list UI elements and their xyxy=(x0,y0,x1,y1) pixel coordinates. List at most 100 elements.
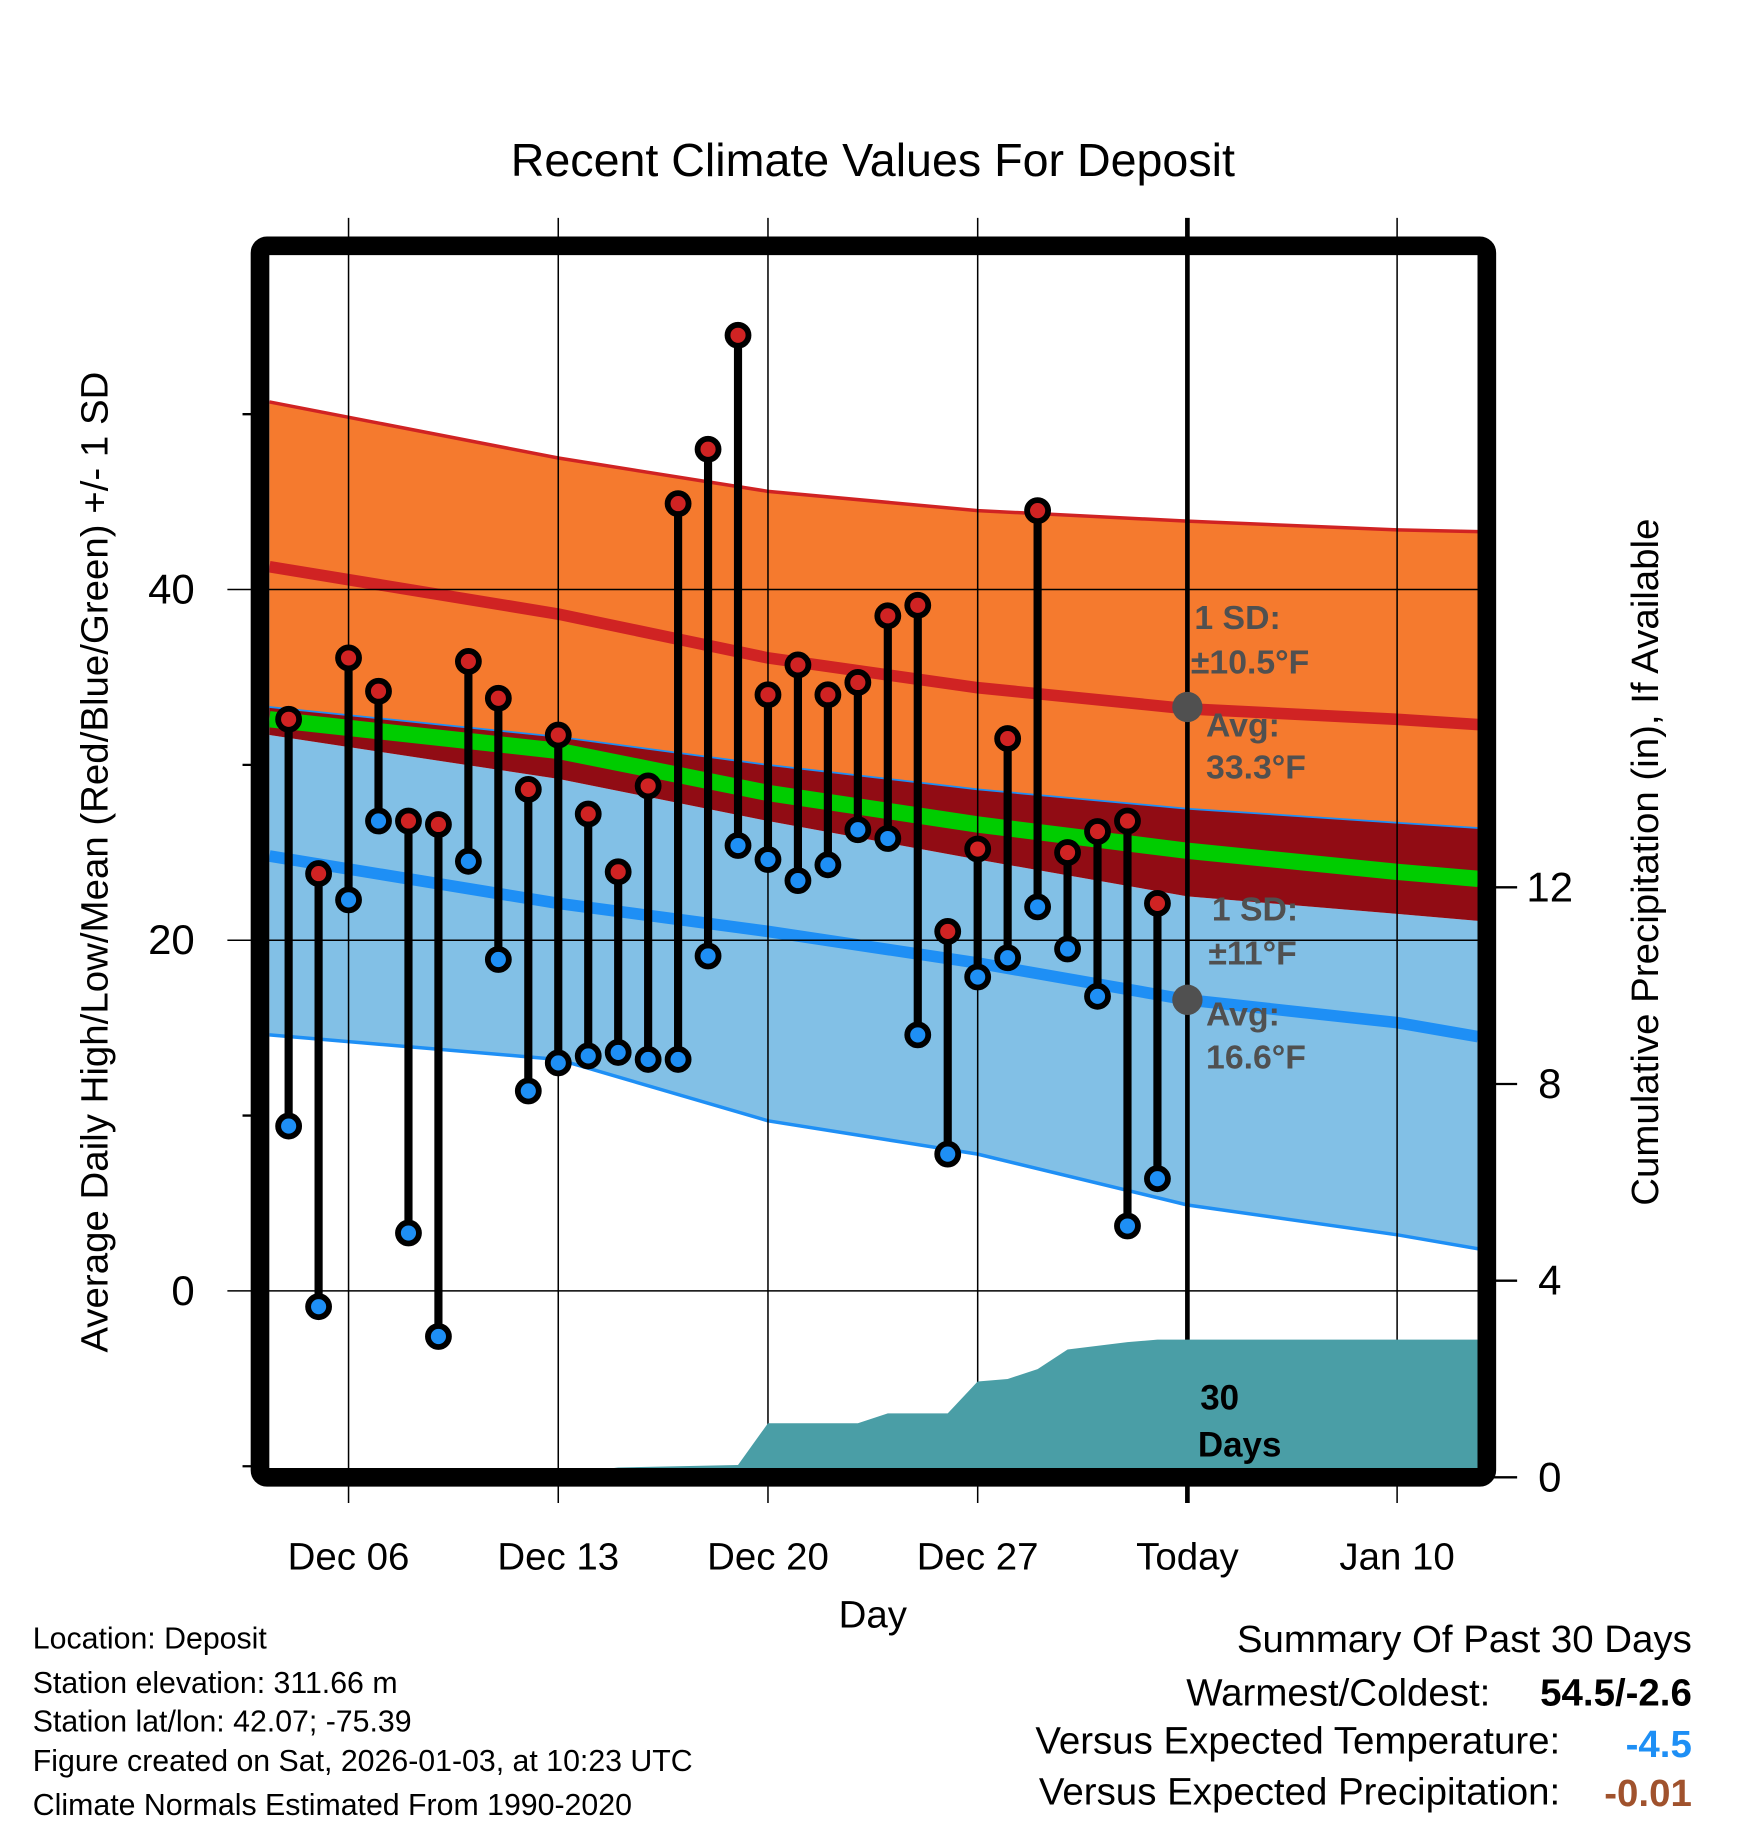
low-point xyxy=(365,807,392,835)
low-point xyxy=(425,1323,452,1350)
high-sd-band xyxy=(269,401,1478,828)
low-point xyxy=(484,946,512,973)
high-point xyxy=(724,321,752,349)
low-point xyxy=(544,1049,572,1077)
low-point xyxy=(454,847,482,875)
low-point xyxy=(335,886,362,914)
x-tick-label: Dec 06 xyxy=(288,1535,410,1578)
footer-latlon: Station lat/lon: 42.07; -75.39 xyxy=(33,1705,412,1738)
high-point xyxy=(1024,497,1052,525)
high-point xyxy=(844,669,872,696)
high-point xyxy=(1054,839,1081,866)
low-point xyxy=(994,944,1022,972)
summary-box: Summary Of Past 30 Days Warmest/Coldest:… xyxy=(1035,1618,1692,1815)
high-point xyxy=(484,684,512,712)
y-tick-label: 40 xyxy=(148,566,195,613)
low-point xyxy=(1024,893,1052,921)
svg-text:Avg: 16.6°F: Avg: 16.6°F xyxy=(1206,995,1306,1076)
days-window-number: 30 xyxy=(1200,1379,1239,1418)
low-point xyxy=(724,832,752,859)
high-sd-value: ±10.5°F xyxy=(1191,643,1309,681)
low-avg-label: Avg: xyxy=(1206,995,1280,1033)
high-point xyxy=(904,591,932,619)
summary-warm-cold-value: 54.5/-2.6 xyxy=(1540,1672,1692,1715)
high-point xyxy=(544,721,572,749)
y2-tick-label: 12 xyxy=(1526,863,1573,910)
low-point xyxy=(634,1046,662,1073)
x-tick-label: Today xyxy=(1136,1535,1239,1578)
low-point xyxy=(754,846,782,873)
low-sd-label: 1 SD: xyxy=(1212,890,1298,928)
high-point xyxy=(634,772,662,800)
high-point xyxy=(664,490,692,518)
y2-axis-label: Cumulative Precipitation (in), If Availa… xyxy=(1624,519,1667,1206)
low-point xyxy=(1114,1212,1141,1240)
high-point xyxy=(305,860,332,887)
summary-temp-label: Versus Expected Temperature: xyxy=(1035,1719,1560,1762)
precip-fill xyxy=(614,1339,1478,1468)
high-point xyxy=(784,651,812,679)
annotations: 1 SD: ±10.5°F Avg: 33.3°F 1 SD: ±11°F Av… xyxy=(1172,599,1309,1464)
low-point xyxy=(574,1042,602,1070)
low-point xyxy=(844,816,872,844)
footer-location: Location: Deposit xyxy=(33,1623,268,1656)
summary-precip-value: -0.01 xyxy=(1604,1772,1692,1815)
y-tick-label: 0 xyxy=(171,1267,194,1314)
low-sd-band xyxy=(269,735,1478,1249)
y2-tick-label: 8 xyxy=(1538,1060,1561,1107)
high-point xyxy=(454,648,482,675)
observed-temps xyxy=(275,321,1171,1350)
low-point xyxy=(604,1039,632,1066)
summary-warm-cold-label: Warmest/Coldest: xyxy=(1186,1672,1490,1715)
low-point xyxy=(395,1219,422,1247)
high-point xyxy=(365,677,392,705)
x-tick-label: Jan 10 xyxy=(1339,1535,1454,1578)
svg-text:1 SD: ±10.5°F: 1 SD: ±10.5°F xyxy=(1191,599,1309,681)
high-point xyxy=(335,644,362,672)
low-point xyxy=(814,851,842,879)
x-tick-label: Dec 13 xyxy=(497,1535,619,1578)
low-point xyxy=(514,1077,542,1105)
high-avg-value: 33.3°F xyxy=(1206,748,1306,786)
svg-text:Avg: 33.3°F: Avg: 33.3°F xyxy=(1206,706,1306,786)
high-point xyxy=(874,602,902,630)
low-point xyxy=(1084,982,1111,1010)
footer-created: Figure created on Sat, 2026-01-03, at 10… xyxy=(33,1745,693,1778)
low-point xyxy=(664,1046,692,1073)
high-avg-label: Avg: xyxy=(1206,706,1280,744)
low-point xyxy=(904,1021,932,1049)
y-axis-label: Average Daily High/Low/Mean (Red/Blue/Gr… xyxy=(73,372,116,1353)
x-tick-label: Dec 20 xyxy=(707,1535,829,1578)
low-point xyxy=(784,867,812,894)
high-point xyxy=(275,705,303,733)
high-sd-label: 1 SD: xyxy=(1194,599,1280,637)
high-point xyxy=(994,725,1022,752)
summary-precip-label: Versus Expected Precipitation: xyxy=(1039,1771,1560,1814)
low-point xyxy=(1054,935,1081,963)
summary-title: Summary Of Past 30 Days xyxy=(1237,1618,1692,1661)
low-point xyxy=(1144,1165,1171,1193)
low-point xyxy=(694,942,722,970)
svg-text:1 SD: ±11°F: 1 SD: ±11°F xyxy=(1208,890,1307,972)
low-point xyxy=(305,1293,332,1321)
footer-info: Location: Deposit Station elevation: 311… xyxy=(33,1623,693,1823)
high-point xyxy=(754,681,782,709)
normals-bands xyxy=(269,400,1478,1251)
high-point xyxy=(964,835,992,863)
high-point xyxy=(694,435,722,463)
high-point xyxy=(1114,807,1141,835)
low-point xyxy=(964,963,992,991)
y2-tick-label: 4 xyxy=(1538,1257,1561,1304)
high-point xyxy=(604,858,632,886)
x-axis-label: Day xyxy=(839,1594,908,1637)
y2-tick-label: 0 xyxy=(1538,1453,1561,1500)
high-point xyxy=(395,807,422,835)
plot-frame xyxy=(250,236,1497,1487)
x-tick-label: Dec 27 xyxy=(917,1535,1039,1578)
footer-elevation: Station elevation: 311.66 m xyxy=(33,1667,398,1700)
high-point xyxy=(514,776,542,803)
summary-temp-value: -4.5 xyxy=(1626,1723,1692,1766)
low-point xyxy=(275,1112,303,1140)
svg-text:30 Days: 30 Days xyxy=(1198,1379,1282,1465)
